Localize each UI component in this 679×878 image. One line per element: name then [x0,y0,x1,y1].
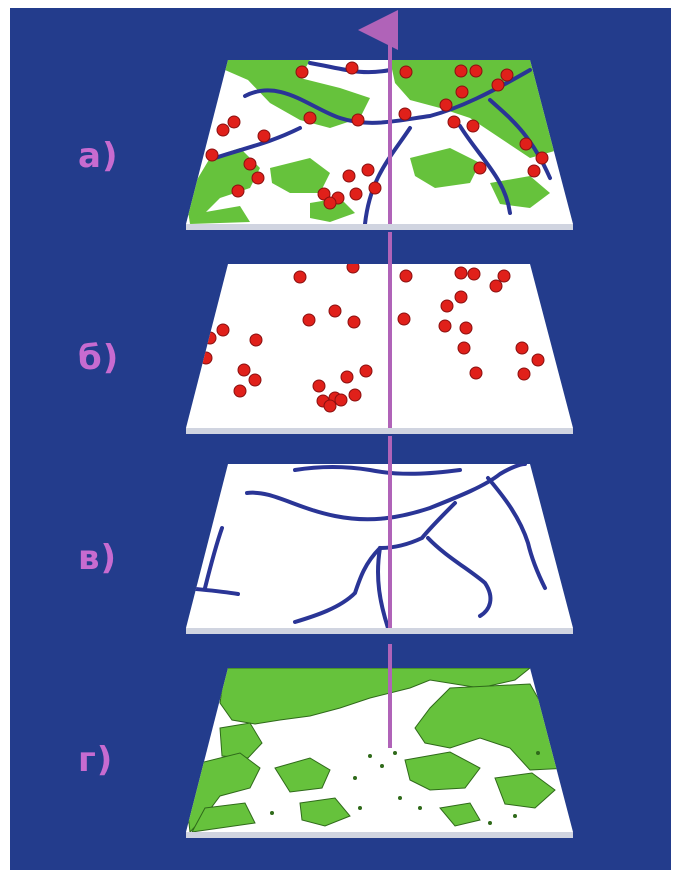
layer-c [186,464,573,634]
layer-d-vegetation [186,668,571,832]
layer-b-points [199,264,545,413]
layer-d-edge [186,832,573,838]
layer-a-points [205,61,549,210]
layer-b [186,264,573,434]
layer-d [186,668,573,838]
layer-a-edge [186,224,573,230]
diagram-stage: а) б) в) г) [10,8,671,870]
layer-d-specks [270,751,540,825]
layer-b-edge [186,428,573,434]
label-layer-b: б) [78,338,120,378]
layer-a-rivers [213,61,552,224]
label-layer-a: а) [78,136,119,176]
layer-a-vegetation [186,60,565,224]
layer-a [186,60,573,230]
label-layer-d: г) [78,740,114,780]
layers-diagram [186,10,573,838]
label-layer-c: в) [78,538,118,578]
layer-c-edge [186,628,573,634]
layer-c-plane [186,464,573,628]
layer-b-plane [186,264,573,428]
